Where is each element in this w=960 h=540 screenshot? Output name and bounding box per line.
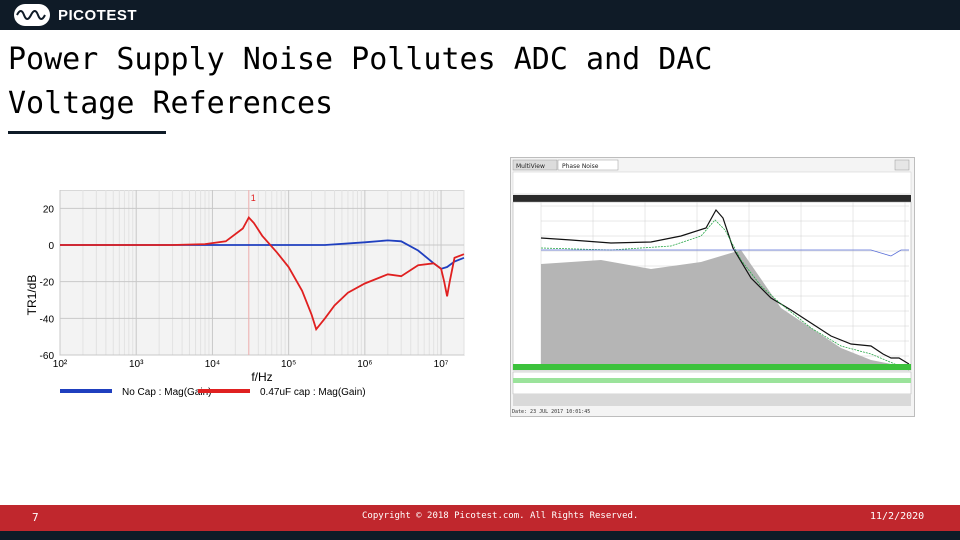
copyright-text: Copyright © 2018 Picotest.com. All Right… — [362, 511, 639, 521]
legend-label-no-cap: No Cap : Mag(Gain) — [122, 387, 211, 398]
x-scale-bar — [513, 364, 911, 370]
x-tick-label: 10⁶ — [357, 359, 372, 370]
measurement-table-header — [513, 378, 911, 383]
series-line-047uf-cap — [60, 215, 465, 332]
x-tick-label: 10³ — [129, 359, 144, 370]
top-bar: PICOTEST — [0, 0, 960, 30]
phase-noise-trace-green — [540, 219, 910, 371]
slide-title-line-2: Voltage References — [8, 86, 334, 121]
series-line-no-cap — [60, 239, 465, 270]
phase-noise-trace-blue — [541, 249, 909, 257]
slide-title: Power Supply Noise Pollutes ADC and DAC … — [8, 38, 712, 126]
tab-multiview[interactable]: MultiView — [516, 163, 545, 170]
x-axis-label: f/Hz — [251, 370, 272, 384]
gain-chart: 20 0 -20 -40 -60 10² 10³ 10⁴ 10⁵ 10⁶ 10⁷ 1 TR1/dB … — [20, 189, 472, 402]
x-tick-label: 10⁴ — [205, 359, 220, 370]
tab-phase-noise[interactable]: Phase Noise — [562, 163, 599, 170]
tab-phase-noise-shape — [557, 159, 619, 171]
y-tick-label: 0 — [48, 241, 54, 252]
tab-multiview-shape — [512, 159, 558, 171]
info-panel — [512, 171, 912, 195]
window-close-box[interactable] — [894, 159, 910, 171]
x-tick-label: 10⁵ — [281, 359, 296, 370]
noise-floor-shaded-area — [541, 250, 909, 370]
slide-title-line-1: Power Supply Noise Pollutes ADC and DAC — [8, 42, 713, 77]
screenshot-date-caption: Date: 23 JUL 2017 10:01:45 — [512, 409, 591, 415]
footer-date: 11/2/2020 — [870, 511, 925, 522]
picotest-logo: PICOTEST — [14, 4, 137, 26]
phase-noise-screen-svg: MultiView Phase Noise — [512, 159, 912, 406]
sine-wave-logo-icon — [14, 4, 50, 26]
trace-header-bar — [513, 195, 911, 202]
phase-noise-trace-black — [540, 208, 910, 365]
marker-label: 1 — [251, 193, 256, 203]
footer-strip — [0, 531, 960, 540]
y-axis-label: TR1/dB — [25, 275, 39, 316]
legend-label-047uf-cap: 0.47uF cap : Mag(Gain) — [260, 387, 366, 398]
y-tick-label: -60 — [40, 351, 55, 362]
x-tick-label: 10⁷ — [434, 359, 449, 370]
page-number: 7 — [32, 511, 39, 524]
y-tick-label: 20 — [43, 204, 55, 215]
brand-name: PICOTEST — [58, 6, 138, 24]
plot-area — [59, 189, 465, 356]
phase-noise-screenshot: MultiView Phase Noise — [510, 157, 915, 417]
footer-bar: 7 Copyright © 2018 Picotest.com. All Rig… — [0, 505, 960, 531]
y-tick-label: -40 — [40, 314, 55, 325]
title-underline — [8, 131, 166, 134]
x-tick-label: 10² — [53, 359, 68, 370]
y-tick-label: -20 — [40, 278, 55, 289]
status-bar — [513, 394, 911, 406]
